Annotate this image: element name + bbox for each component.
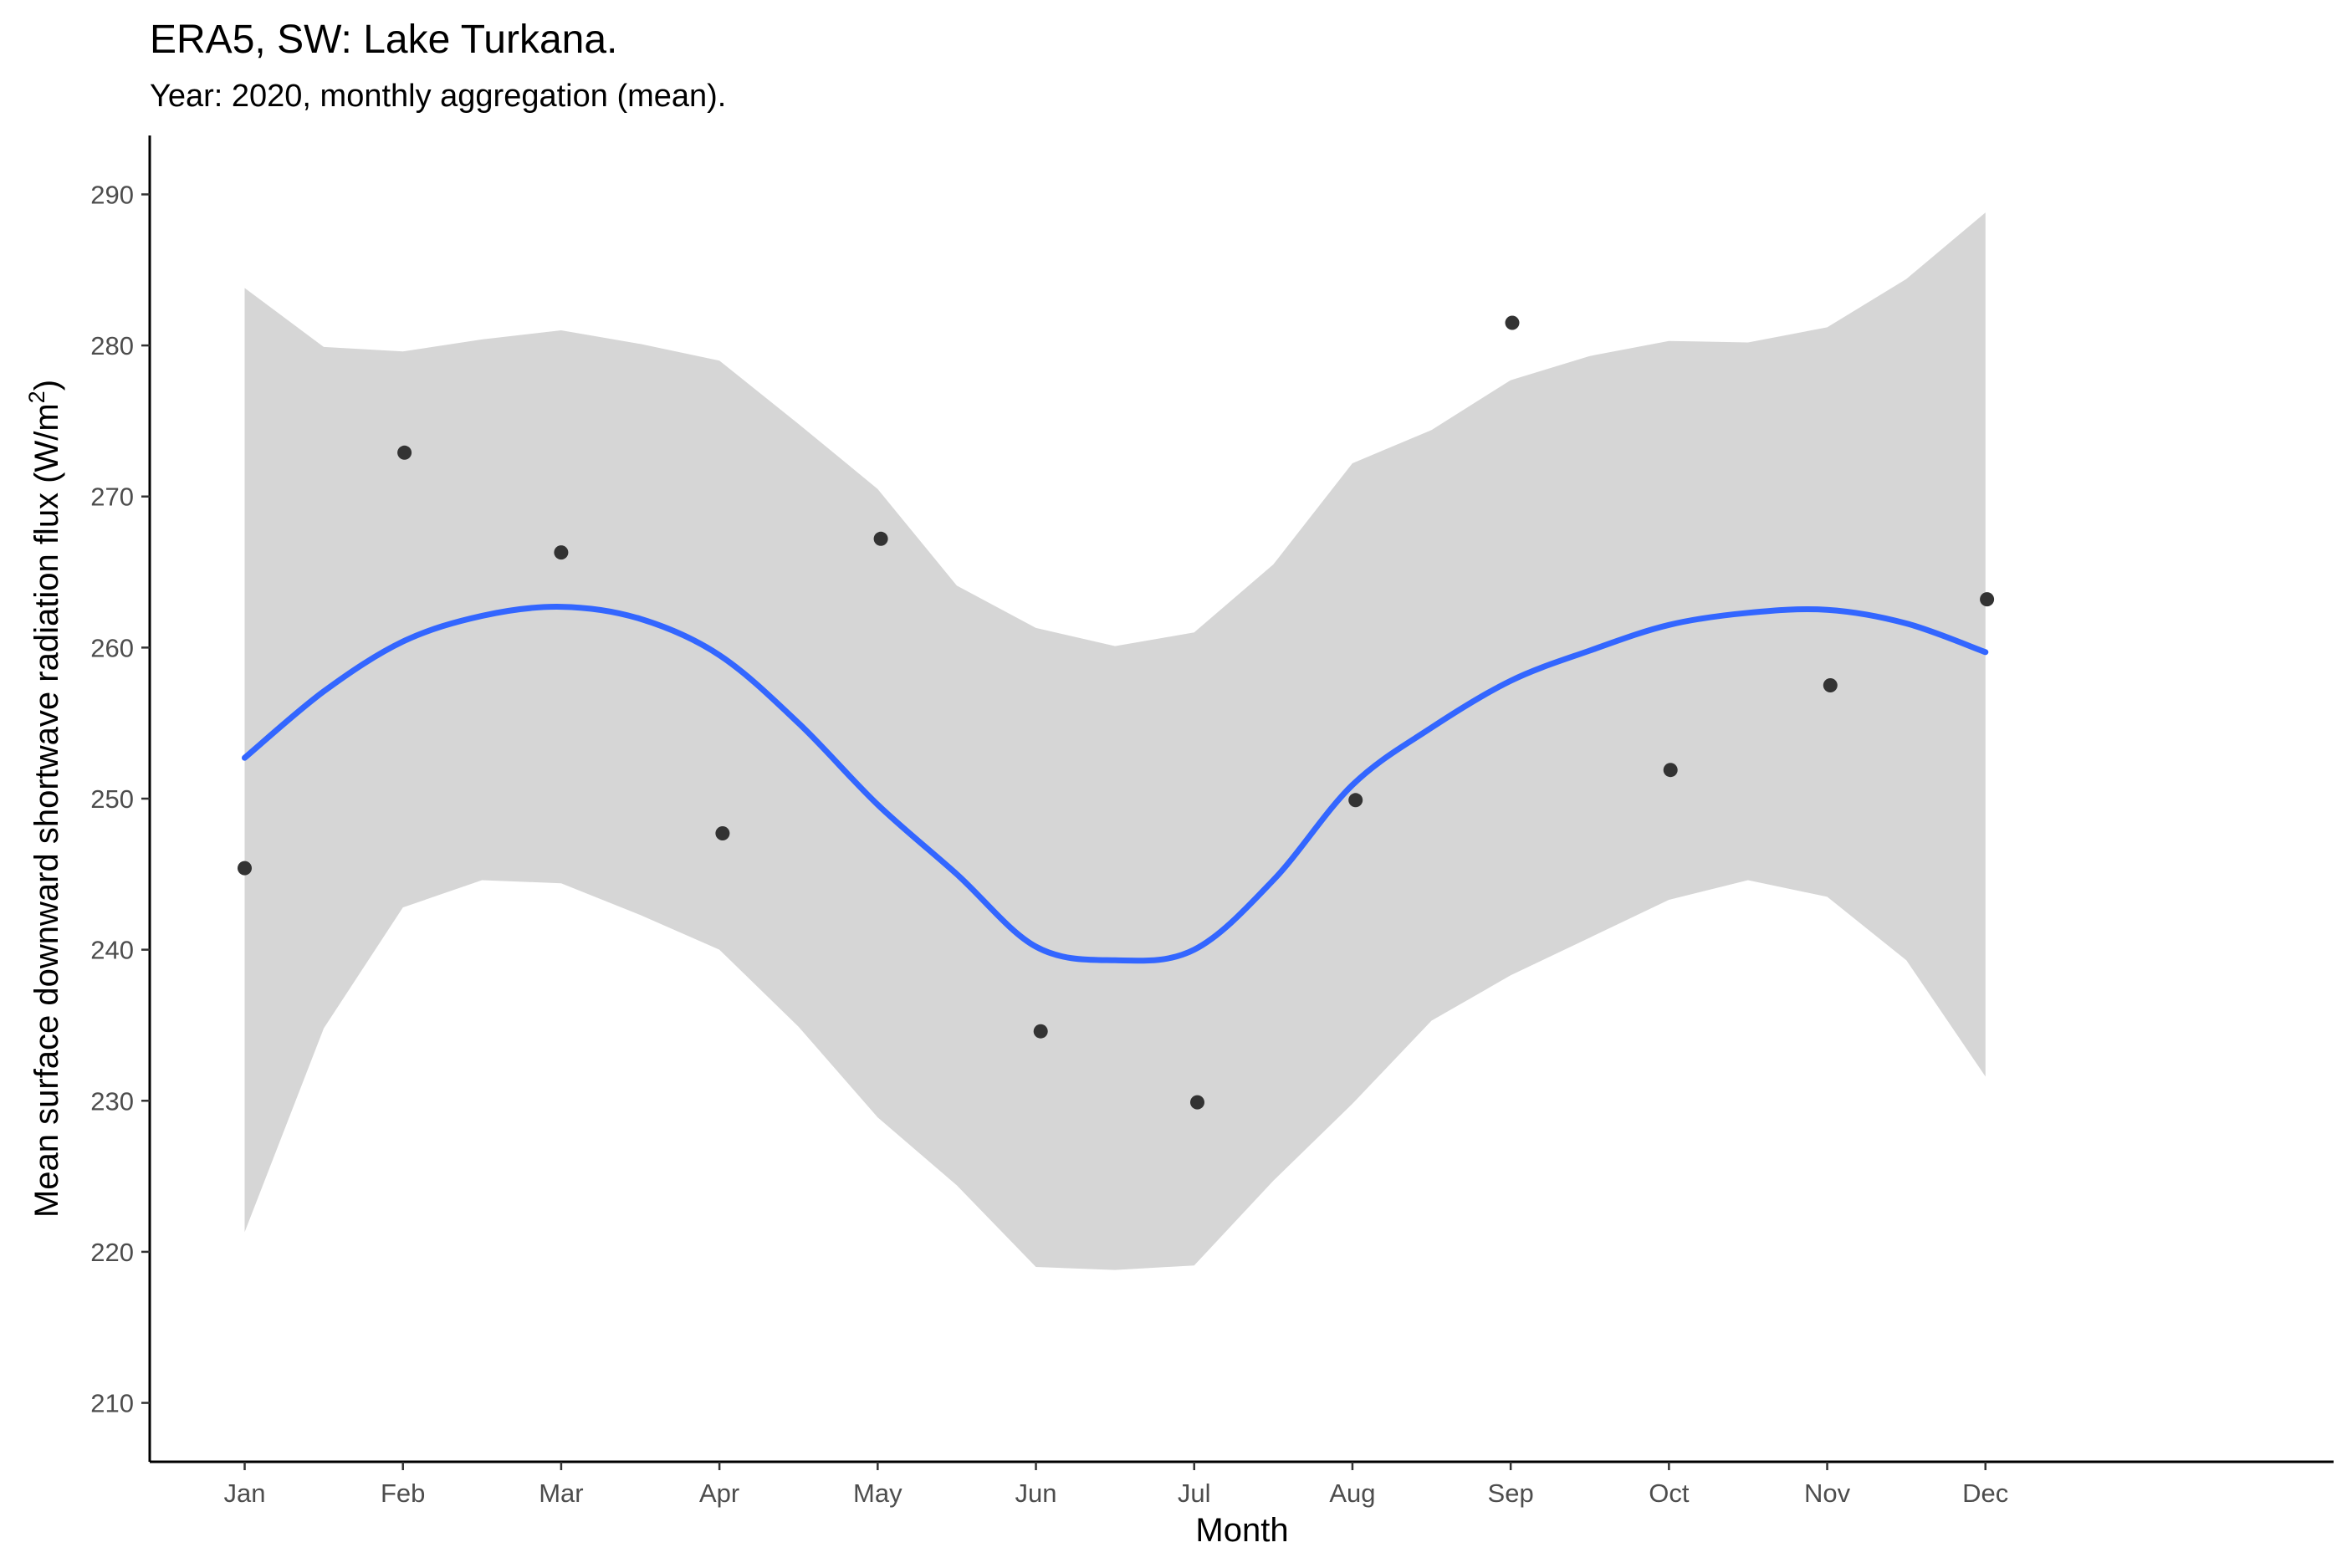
y-tick-label: 280	[90, 331, 134, 360]
x-tick-label: May	[853, 1479, 902, 1508]
data-point-mar	[554, 545, 569, 560]
x-tick-label: Jul	[1178, 1479, 1211, 1508]
y-tick-label: 210	[90, 1389, 134, 1418]
data-point-apr	[715, 826, 730, 840]
y-tick-label: 260	[90, 633, 134, 662]
data-point-feb	[397, 445, 412, 460]
x-tick-label: Aug	[1329, 1479, 1375, 1508]
y-axis-title-main: Mean surface downward shortwave radiatio…	[28, 403, 65, 1218]
y-tick-label: 230	[90, 1086, 134, 1116]
chart-subtitle: Year: 2020, monthly aggregation (mean).	[150, 79, 726, 114]
y-axis-title-close: )	[28, 380, 65, 391]
x-tick-label: Oct	[1649, 1479, 1690, 1508]
x-tick-label: Dec	[1962, 1479, 2008, 1508]
x-tick-label: Jan	[224, 1479, 266, 1508]
x-tick-label: Mar	[539, 1479, 583, 1508]
data-point-jun	[1033, 1024, 1048, 1039]
data-point-aug	[1348, 793, 1363, 808]
y-tick-label: 290	[90, 180, 134, 209]
x-axis-ticks: Jan Feb Mar Apr May Jun Jul Aug Sep Oct Nov Dec	[224, 1462, 2008, 1508]
data-point-jul	[1190, 1095, 1204, 1110]
plot-panel	[238, 212, 1995, 1270]
data-point-dec	[1980, 592, 1995, 607]
y-tick-label: 250	[90, 784, 134, 814]
y-axis-title-superscript: 2	[24, 391, 49, 403]
x-tick-label: Feb	[381, 1479, 425, 1508]
data-point-sep	[1505, 315, 1520, 330]
y-axis-title: Mean surface downward shortwave radiatio…	[24, 380, 65, 1218]
smooth-trend-line	[242, 604, 1989, 964]
y-axis-ticks: 210 220 230 240 250 260 270 280 290	[90, 180, 150, 1418]
y-tick-label: 240	[90, 936, 134, 965]
y-tick-label: 220	[90, 1238, 134, 1267]
y-tick-label: 270	[90, 483, 134, 512]
chart-title: ERA5, SW: Lake Turkana.	[150, 18, 617, 62]
data-point-nov	[1823, 678, 1838, 692]
x-tick-label: Jun	[1015, 1479, 1057, 1508]
x-tick-label: Sep	[1488, 1479, 1534, 1508]
confidence-band	[244, 212, 1986, 1270]
data-point-jan	[238, 861, 252, 876]
data-point-may	[873, 531, 888, 546]
data-point-oct	[1663, 763, 1678, 778]
x-axis-title: Month	[1195, 1512, 1288, 1549]
x-tick-label: Apr	[699, 1479, 739, 1508]
x-tick-label: Nov	[1804, 1479, 1851, 1508]
